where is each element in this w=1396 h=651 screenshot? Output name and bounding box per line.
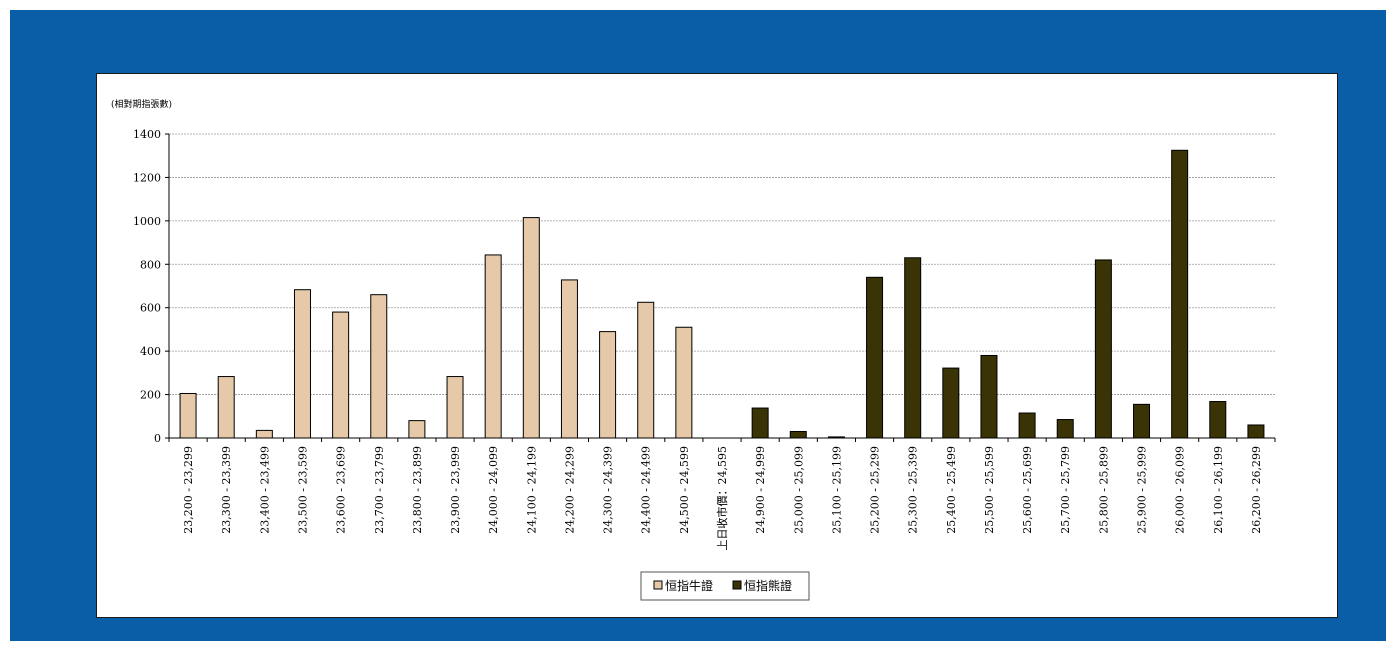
x-tick-label: 25,000 - 25,099 <box>792 446 805 534</box>
x-tick-label: 23,900 - 23,999 <box>449 446 462 534</box>
x-tick-label: 25,900 - 25,999 <box>1136 446 1149 534</box>
legend-box <box>640 571 810 601</box>
gridlines <box>169 133 1275 395</box>
bar-bear <box>1056 419 1074 439</box>
y-tick-label: 1400 <box>133 128 161 141</box>
x-tick-label: 25,800 - 25,899 <box>1097 446 1110 534</box>
chart-panel: (相對期指張數) 0 200 400 600 800 1000 1200 1400 23,20… <box>96 73 1338 618</box>
x-tick-label: 25,600 - 25,699 <box>1021 446 1034 534</box>
legend-label-bull: 恒指牛證 <box>665 578 713 593</box>
bar-bull <box>522 217 540 439</box>
x-tick-label: 26,000 - 26,099 <box>1174 446 1187 534</box>
x-tick-label: 24,200 - 24,299 <box>563 446 576 534</box>
bar-bear <box>789 430 807 439</box>
bar-bull <box>637 301 655 439</box>
x-tick-label: 23,300 - 23,399 <box>220 446 233 534</box>
x-tick-label: 25,500 - 25,599 <box>983 446 996 534</box>
bar-bull <box>484 254 502 439</box>
y-tick-label: 0 <box>154 432 161 445</box>
x-tick-label: 26,200 - 26,299 <box>1250 446 1263 534</box>
bar-bear <box>1094 259 1112 439</box>
y-tick-label: 200 <box>140 389 161 402</box>
x-tick-label: 24,900 - 24,999 <box>754 446 767 534</box>
bar-chart: (相對期指張數) 0 200 400 600 800 1000 1200 1400 23,20… <box>111 98 1276 601</box>
x-tick-label: 23,700 - 23,799 <box>373 446 386 534</box>
bar-bull <box>446 376 464 439</box>
bar-bear <box>980 354 998 439</box>
y-axis-ticks: 0 200 400 600 800 1000 1200 1400 <box>133 128 169 445</box>
legend-label-bear: 恒指熊證 <box>744 578 792 593</box>
y-tick-label: 600 <box>140 302 161 315</box>
bar-bear <box>1247 424 1265 439</box>
y-tick-label: 1000 <box>133 215 161 228</box>
x-tick-label: 23,400 - 23,499 <box>258 446 271 534</box>
x-tick-label: 24,400 - 24,499 <box>640 446 653 534</box>
bar-bull <box>332 311 350 439</box>
bar-bull <box>675 326 693 439</box>
bar-bull <box>293 289 311 439</box>
y-tick-label: 400 <box>140 345 161 358</box>
bar-bull <box>217 376 235 439</box>
x-axis-ticks: 23,200 - 23,299 23,300 - 23,399 23,400 - 2… <box>168 438 1276 551</box>
legend-swatch-bear <box>732 580 742 590</box>
bar-bear <box>1133 403 1151 439</box>
x-tick-label: 24,500 - 24,599 <box>678 446 691 534</box>
bar-bear <box>1018 412 1036 439</box>
x-tick-label: 23,800 - 23,899 <box>411 446 424 534</box>
bar-bear <box>904 257 922 439</box>
x-tick-label: 26,100 - 26,199 <box>1212 446 1225 534</box>
bar-bull <box>599 331 617 439</box>
axes <box>168 134 1275 439</box>
bar-bear <box>1171 149 1189 439</box>
bar-bull <box>255 429 273 439</box>
bar-bear <box>751 407 769 439</box>
x-tick-label: 23,500 - 23,599 <box>296 446 309 534</box>
y-axis-label: (相對期指張數) <box>111 98 172 110</box>
legend: 恒指牛證 恒指熊證 <box>640 571 810 601</box>
bar-bull <box>408 420 426 439</box>
outer-frame: (相對期指張數) 0 200 400 600 800 1000 1200 1400 23,20… <box>10 10 1386 641</box>
bar-bull <box>560 279 578 439</box>
bar-bear <box>866 276 884 439</box>
x-tick-label: 25,700 - 25,799 <box>1059 446 1072 534</box>
x-tick-label: 23,600 - 23,699 <box>335 446 348 534</box>
bar-bull <box>370 294 388 439</box>
x-tick-label: 25,200 - 25,299 <box>869 446 882 534</box>
bar-bull <box>179 392 197 439</box>
x-tick-label: 25,300 - 25,399 <box>907 446 920 534</box>
x-tick-label: 24,000 - 24,099 <box>487 446 500 534</box>
x-tick-label: 25,100 - 25,199 <box>830 446 843 534</box>
x-tick-label: 24,300 - 24,399 <box>602 446 615 534</box>
bar-bear <box>1209 401 1227 439</box>
x-tick-label: 24,100 - 24,199 <box>525 446 538 534</box>
y-tick-label: 1200 <box>133 171 161 184</box>
x-tick-label: 上日收市價：24,595 <box>715 446 729 551</box>
y-tick-label: 800 <box>140 258 161 271</box>
bar-bear <box>942 367 960 439</box>
bars <box>179 149 1265 439</box>
legend-swatch-bull <box>653 580 663 590</box>
x-tick-label: 23,200 - 23,299 <box>182 446 195 534</box>
x-tick-label: 25,400 - 25,499 <box>945 446 958 534</box>
